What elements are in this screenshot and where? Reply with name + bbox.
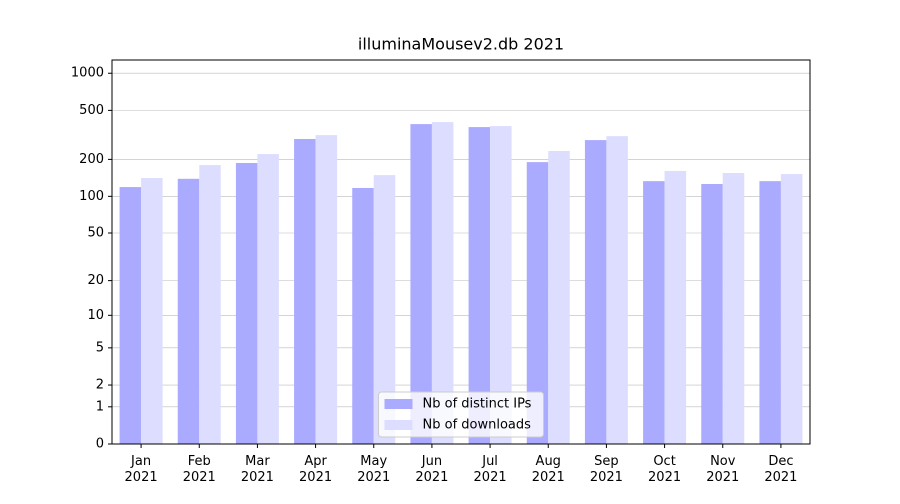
bar	[643, 181, 665, 444]
bar	[526, 162, 549, 444]
bar	[119, 187, 142, 444]
plot-frame	[111, 59, 811, 445]
x-tick-label: Nov 2021	[706, 454, 739, 485]
x-tick-label: Sep 2021	[590, 454, 623, 485]
y-tick-label: 1	[96, 399, 104, 414]
bar	[664, 170, 687, 444]
x-tick-label: Aug 2021	[532, 454, 565, 485]
bar	[701, 184, 723, 444]
bar	[759, 181, 781, 444]
bar	[722, 172, 745, 444]
y-tick-label: 50	[87, 225, 104, 240]
bar	[780, 174, 803, 444]
y-tick-label: 20	[87, 273, 104, 288]
x-tick-label: Feb 2021	[183, 454, 216, 485]
x-tick-label: Oct 2021	[648, 454, 681, 485]
x-tick-label: Jun 2021	[415, 454, 448, 485]
bar	[584, 140, 607, 444]
y-tick-label: 10	[87, 308, 104, 323]
bar	[257, 154, 279, 445]
chart-title: illuminaMousev2.db 2021	[358, 35, 564, 54]
bar	[373, 175, 396, 445]
bar	[548, 151, 570, 445]
x-tick-label: Jan 2021	[125, 454, 158, 485]
y-tick-label: 1000	[71, 66, 104, 81]
legend-label: Nb of downloads	[423, 418, 532, 433]
legend-label: Nb of distinct IPs	[423, 397, 532, 412]
y-tick-label: 5	[96, 340, 104, 355]
x-tick-label: Jul 2021	[474, 454, 507, 485]
bar	[315, 135, 338, 445]
y-tick-label: 2	[96, 378, 104, 393]
bar	[352, 187, 374, 445]
legend: Nb of distinct IPs Nb of downloads	[378, 391, 544, 438]
bar	[199, 165, 221, 444]
y-tick-label: 100	[79, 189, 104, 204]
y-tick-label: 500	[79, 103, 104, 118]
bar	[606, 136, 628, 444]
legend-swatch	[384, 420, 413, 430]
bar	[141, 178, 163, 444]
x-tick-label: Apr 2021	[299, 454, 332, 485]
grid	[112, 72, 810, 445]
x-tick-label: Dec 2021	[764, 454, 797, 485]
y-tick-label: 0	[96, 437, 104, 452]
bar	[235, 162, 258, 444]
bar	[431, 122, 454, 445]
y-tick-label: 200	[79, 152, 104, 167]
legend-swatch	[384, 399, 413, 409]
legend-box	[378, 391, 544, 438]
x-tick-label: May 2021	[357, 454, 390, 485]
x-tick-label: Mar 2021	[241, 454, 274, 485]
bar	[294, 138, 316, 444]
bar	[410, 124, 432, 445]
bar	[177, 178, 200, 444]
bar	[468, 127, 491, 445]
bar	[490, 126, 512, 444]
